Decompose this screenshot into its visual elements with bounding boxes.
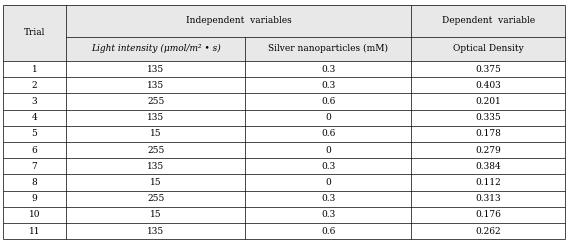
Bar — [3, 5, 565, 61]
Text: 0.375: 0.375 — [475, 65, 501, 74]
Text: 10: 10 — [29, 210, 40, 219]
Text: 135: 135 — [147, 113, 164, 122]
Text: 0.176: 0.176 — [475, 210, 501, 219]
Text: 0.3: 0.3 — [321, 81, 335, 90]
Text: 1: 1 — [32, 65, 37, 74]
Text: 0.6: 0.6 — [321, 129, 335, 138]
Text: Optical Density: Optical Density — [453, 44, 524, 53]
Text: 255: 255 — [147, 97, 165, 106]
Text: 2: 2 — [32, 81, 37, 90]
Bar — [3, 158, 565, 174]
Text: 135: 135 — [147, 65, 164, 74]
Bar — [3, 191, 565, 207]
Text: 135: 135 — [147, 226, 164, 235]
Text: 0.3: 0.3 — [321, 65, 335, 74]
Text: 0.384: 0.384 — [475, 162, 501, 171]
Text: 8: 8 — [32, 178, 37, 187]
Text: 0.201: 0.201 — [475, 97, 501, 106]
Text: 0: 0 — [325, 113, 331, 122]
Text: 135: 135 — [147, 162, 164, 171]
Text: Silver nanoparticles (mM): Silver nanoparticles (mM) — [268, 44, 388, 53]
Bar — [3, 142, 565, 158]
Text: 0.6: 0.6 — [321, 97, 335, 106]
Text: Trial: Trial — [24, 29, 45, 38]
Text: 0.3: 0.3 — [321, 194, 335, 203]
Text: 0: 0 — [325, 146, 331, 155]
Text: 0: 0 — [325, 178, 331, 187]
Bar — [3, 207, 565, 223]
Bar — [3, 110, 565, 126]
Text: 0.279: 0.279 — [475, 146, 501, 155]
Text: 7: 7 — [32, 162, 37, 171]
Text: 9: 9 — [32, 194, 37, 203]
Text: 0.262: 0.262 — [475, 226, 501, 235]
Bar — [3, 126, 565, 142]
Text: Independent  variables: Independent variables — [186, 16, 291, 25]
Text: 11: 11 — [29, 226, 40, 235]
Text: 15: 15 — [150, 178, 162, 187]
Text: 255: 255 — [147, 146, 165, 155]
Text: Dependent  variable: Dependent variable — [441, 16, 534, 25]
Text: 15: 15 — [150, 129, 162, 138]
Bar — [3, 61, 565, 77]
Text: 0.112: 0.112 — [475, 178, 501, 187]
Text: 0.403: 0.403 — [475, 81, 501, 90]
Text: Light intensity (μmol/m² • s): Light intensity (μmol/m² • s) — [91, 44, 220, 53]
Text: 6: 6 — [32, 146, 37, 155]
Text: 15: 15 — [150, 210, 162, 219]
Text: 0.335: 0.335 — [475, 113, 501, 122]
Bar — [3, 77, 565, 93]
Text: 0.178: 0.178 — [475, 129, 501, 138]
Text: 135: 135 — [147, 81, 164, 90]
Text: 0.3: 0.3 — [321, 210, 335, 219]
Bar — [3, 174, 565, 191]
Text: 3: 3 — [32, 97, 37, 106]
Text: 255: 255 — [147, 194, 165, 203]
Text: 4: 4 — [32, 113, 37, 122]
Text: 0.313: 0.313 — [475, 194, 501, 203]
Text: 5: 5 — [32, 129, 37, 138]
Text: 0.6: 0.6 — [321, 226, 335, 235]
Bar — [3, 93, 565, 110]
Bar — [3, 223, 565, 239]
Text: 0.3: 0.3 — [321, 162, 335, 171]
